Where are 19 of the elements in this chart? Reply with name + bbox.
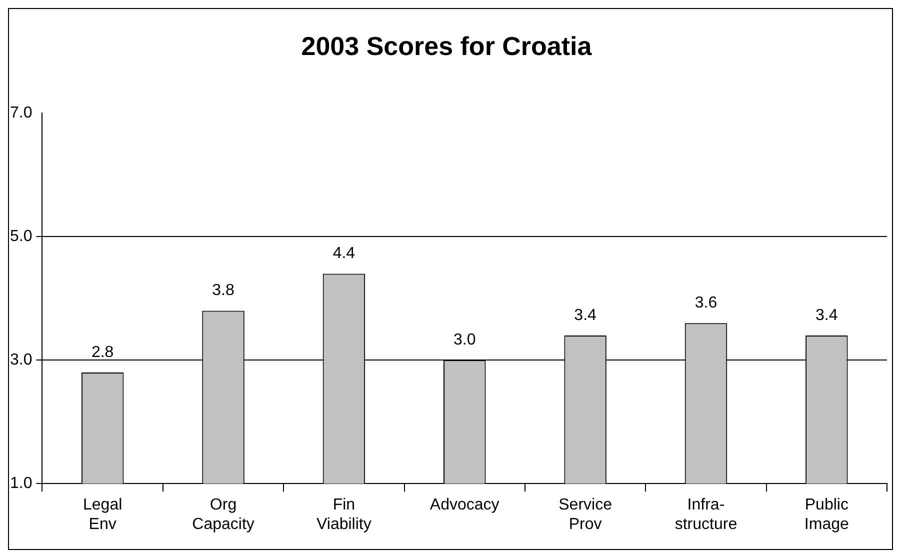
y-tick-label: 1.0: [10, 475, 32, 492]
x-tick-label: Public Image: [804, 496, 849, 533]
x-tick-label: Legal Env: [83, 496, 122, 533]
data-label: 3.4: [816, 306, 838, 324]
x-tick-label: Advocacy: [430, 496, 500, 514]
x-tick-label: Fin Viability: [316, 496, 372, 533]
x-tick-label: Org Capacity: [192, 496, 254, 533]
chart-title: 2003 Scores for Croatia: [301, 30, 592, 61]
x-tick-label: Infra- structure: [674, 496, 738, 533]
data-label: 3.0: [453, 332, 476, 349]
y-tick-label: 5.0: [10, 228, 32, 246]
y-tick-label: 7.0: [10, 104, 32, 122]
data-label: 2.8: [91, 344, 114, 361]
data-label: 3.8: [212, 282, 234, 300]
y-tick-label: 3.0: [10, 352, 32, 369]
data-label: 3.4: [574, 306, 597, 324]
data-label: 3.6: [694, 294, 718, 312]
x-tick-label: Service Prov: [558, 496, 612, 533]
data-label: 4.4: [332, 245, 356, 262]
